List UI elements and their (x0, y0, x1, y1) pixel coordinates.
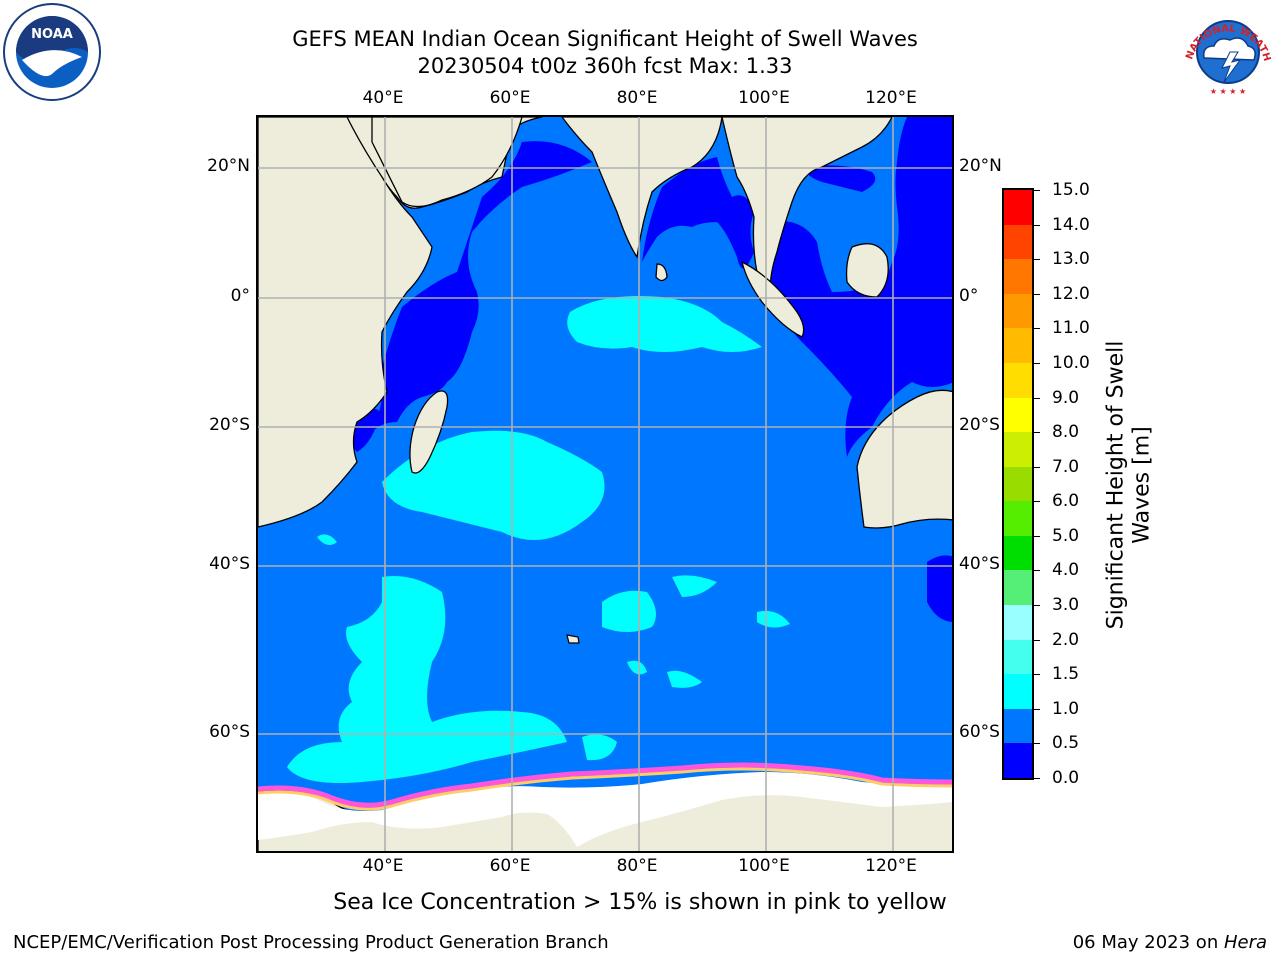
colorbar-tick-label: 1.5 (1052, 664, 1080, 685)
map-subtitle: 20230504 t00z 360h fcst Max: 1.33 (417, 54, 793, 78)
colorbar-tick (1034, 743, 1040, 745)
colorbar-title-line2: Waves [m] (1130, 426, 1155, 544)
colorbar-title: Significant Height of Swell Waves [m] (1104, 341, 1157, 630)
colorbar-tick (1034, 708, 1040, 710)
colorbar-tick-label: 14.0 (1052, 214, 1090, 235)
colorbar-tick-label: 2.0 (1052, 629, 1080, 650)
sea-ice-edge (258, 762, 952, 811)
lat-tick-left: 40°S (209, 554, 250, 574)
lat-tick-right: 40°S (959, 554, 1000, 574)
colorbar-tick (1034, 224, 1040, 226)
colorbar-segment (1004, 569, 1032, 606)
colorbar-tick (1034, 778, 1040, 779)
colorbar-tick (1034, 190, 1040, 191)
lat-tick-left: 20°S (209, 415, 250, 435)
colorbar-tick-label: 12.0 (1052, 283, 1090, 304)
lat-tick-right: 20°S (959, 415, 1000, 435)
colorbar-tick-label: 11.0 (1052, 318, 1090, 339)
colorbar-tick (1034, 432, 1040, 434)
footer-date-text: 06 May 2023 on (1072, 932, 1224, 953)
colorbar-segment (1004, 708, 1032, 744)
lat-tick-left: 20°N (207, 156, 250, 176)
lat-tick-left: 60°S (209, 722, 250, 742)
svg-text:★ ★ ★ ★: ★ ★ ★ ★ (1210, 87, 1246, 96)
lon-tick-top: 100°E (738, 88, 790, 108)
colorbar-tick-label: 0.5 (1052, 733, 1080, 754)
colorbar-tick (1034, 259, 1040, 261)
colorbar-tick-label: 6.0 (1052, 491, 1080, 512)
colorbar-tick-label: 13.0 (1052, 249, 1090, 270)
swell-height-map (258, 117, 952, 851)
colorbar-tick (1034, 397, 1040, 399)
lat-tick-right: 60°S (959, 722, 1000, 742)
swell-0-0.5m-areas (351, 117, 952, 622)
ice-shelf (258, 772, 952, 847)
colorbar-segment (1004, 258, 1032, 294)
colorbar-segment (1004, 466, 1032, 502)
noaa-logo-icon: NOAA (3, 3, 101, 101)
colorbar-tick (1034, 501, 1040, 503)
lon-tick-top: 120°E (865, 88, 917, 108)
footer-host: Hera (1223, 932, 1267, 953)
colorbar-segment (1004, 224, 1032, 260)
colorbar-tick-label: 5.0 (1052, 525, 1080, 546)
colorbar-segment (1004, 604, 1032, 640)
lon-tick-bottom: 80°E (616, 856, 658, 876)
lat-tick-right: 0° (959, 286, 979, 306)
colorbar-tick-label: 4.0 (1052, 560, 1080, 581)
lon-tick-top: 40°E (362, 88, 404, 108)
colorbar-segment (1004, 742, 1032, 778)
lat-tick-right: 20°N (959, 156, 1002, 176)
colorbar-tick-label: 0.0 (1052, 768, 1080, 788)
colorbar-tick (1034, 605, 1040, 607)
colorbar-segment (1004, 293, 1032, 329)
colorbar-tick (1034, 328, 1040, 330)
footer-credit: NCEP/EMC/Verification Post Processing Pr… (13, 932, 609, 953)
colorbar-tick-label: 3.0 (1052, 595, 1080, 616)
map-title: GEFS MEAN Indian Ocean Significant Heigh… (292, 27, 918, 51)
colorbar-tick-label: 10.0 (1052, 352, 1090, 373)
lat-tick-left: 0° (230, 286, 250, 306)
nws-logo-icon: NATIONAL WEATHER SERVICE ★ ★ ★ ★ (1178, 2, 1276, 100)
lon-tick-bottom: 60°E (489, 856, 531, 876)
kerguelen-island (566, 634, 580, 644)
colorbar-title-line1: Significant Height of Swell (1103, 340, 1129, 630)
lon-tick-top: 60°E (489, 88, 531, 108)
colorbar-segment (1004, 535, 1032, 571)
colorbar-tick (1034, 535, 1040, 537)
noaa-logo-text: NOAA (31, 27, 73, 42)
colorbar-segment (1004, 639, 1032, 675)
colorbar-tick-label: 1.0 (1052, 698, 1080, 719)
colorbar-tick-label: 15.0 (1052, 180, 1090, 200)
colorbar-tick (1034, 639, 1040, 641)
colorbar-tick (1034, 674, 1040, 676)
colorbar-tick (1034, 570, 1040, 572)
lon-tick-bottom: 100°E (738, 856, 790, 876)
colorbar-tick (1034, 362, 1040, 364)
sea-ice-caption: Sea Ice Concentration > 15% is shown in … (333, 890, 947, 915)
colorbar-segment (1004, 673, 1032, 709)
colorbar-segment (1004, 189, 1032, 225)
colorbar-segment (1004, 500, 1032, 536)
lon-tick-bottom: 40°E (362, 856, 404, 876)
lon-tick-top: 80°E (616, 88, 658, 108)
colorbar-tick (1034, 293, 1040, 295)
colorbar-segment (1004, 397, 1032, 433)
colorbar-tick-label: 9.0 (1052, 387, 1080, 408)
colorbar-segment (1004, 431, 1032, 467)
footer-date: 06 May 2023 on Hera (1073, 932, 1267, 953)
colorbar-tick-label: 8.0 (1052, 422, 1080, 443)
colorbar-tick (1034, 466, 1040, 468)
map-panel (256, 115, 954, 853)
swell-1-1.5m-areas (287, 296, 790, 783)
gridlines (258, 117, 952, 851)
colorbar-segment (1004, 327, 1032, 363)
colorbar (1002, 188, 1034, 780)
colorbar-segment (1004, 362, 1032, 398)
lon-tick-bottom: 120°E (865, 856, 917, 876)
colorbar-tick-label: 7.0 (1052, 456, 1080, 477)
